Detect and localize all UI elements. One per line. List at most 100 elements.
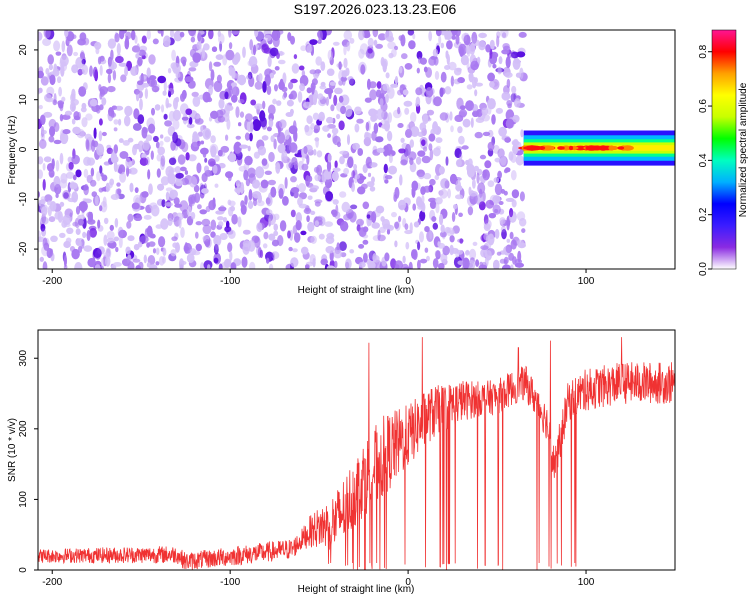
noise-blob	[208, 30, 214, 40]
noise-blob	[510, 170, 517, 181]
noise-blob	[387, 86, 395, 99]
noise-blob	[228, 42, 233, 50]
noise-blob	[387, 150, 396, 157]
noise-blob	[478, 264, 487, 269]
noise-blob	[186, 123, 195, 129]
noise-blob	[129, 160, 133, 168]
noise-blob	[78, 86, 87, 97]
noise-blob	[61, 96, 66, 102]
noise-blob	[472, 178, 476, 189]
noise-blob	[153, 135, 159, 143]
noise-blob	[362, 201, 370, 210]
noise-blob	[53, 139, 62, 145]
noise-blob	[236, 183, 241, 196]
noise-blob	[376, 147, 385, 153]
noise-blob	[214, 155, 220, 162]
noise-blob	[309, 69, 317, 75]
noise-blob	[118, 229, 127, 239]
colorbar-ticks: 0.0 0.2 0.4 0.6 0.8	[698, 44, 712, 276]
noise-blob	[493, 259, 500, 269]
noise-blob	[148, 183, 153, 195]
y-tick-label: 0	[18, 146, 29, 152]
y-tick-label: -10	[18, 192, 29, 207]
noise-blob	[161, 199, 166, 208]
noise-blob	[394, 260, 403, 269]
snr-series-line	[38, 337, 675, 570]
noise-blob	[168, 169, 174, 174]
noise-blob	[199, 209, 207, 215]
noise-blob	[156, 153, 162, 162]
noise-blob	[295, 220, 302, 231]
spectrogram-plot-area	[38, 30, 675, 269]
noise-blob	[288, 142, 298, 153]
noise-blob	[269, 263, 274, 269]
noise-blob	[440, 87, 446, 95]
noise-blob	[450, 75, 455, 87]
snr-frame	[37, 329, 676, 571]
noise-blob	[440, 71, 447, 83]
noise-blob	[118, 167, 123, 174]
noise-blob	[210, 231, 216, 238]
noise-blob	[315, 137, 319, 148]
noise-blob	[174, 166, 181, 174]
noise-blob	[85, 139, 90, 152]
noise-blob	[93, 247, 102, 259]
noise-blob	[57, 76, 62, 84]
noise-blob	[77, 246, 83, 253]
x-tick-label: 0	[405, 577, 411, 588]
noise-blob	[231, 30, 240, 35]
noise-blob	[259, 249, 264, 259]
noise-blob	[321, 173, 327, 183]
noise-blob	[326, 68, 335, 76]
noise-blob	[267, 55, 272, 68]
noise-blob	[145, 134, 153, 142]
noise-blob	[334, 160, 338, 169]
noise-blob	[159, 140, 164, 146]
noise-blob	[405, 143, 411, 156]
noise-blob	[241, 256, 248, 268]
noise-blob	[210, 219, 217, 231]
noise-blob	[106, 147, 113, 154]
noise-blob	[340, 76, 348, 82]
noise-blob	[419, 258, 428, 264]
noise-blob	[74, 115, 80, 121]
page-title: S197.2026.023.13.23.E06	[293, 1, 457, 17]
noise-blob	[290, 187, 300, 194]
noise-blob	[249, 39, 254, 51]
noise-blob	[367, 172, 372, 178]
snr-panel: -200 -100 0 100 0 100 200 300 Height of straig…	[7, 329, 676, 595]
noise-blob	[242, 229, 251, 235]
noise-blob	[394, 187, 400, 199]
noise-blob	[384, 252, 390, 262]
noise-blob	[99, 118, 103, 126]
noise-blob	[163, 136, 171, 143]
noise-blob	[413, 221, 420, 228]
noise-blob	[440, 253, 448, 263]
noise-blob	[79, 241, 83, 247]
noise-blob	[202, 91, 211, 103]
noise-blob	[277, 143, 286, 154]
noise-blob	[129, 167, 138, 175]
noise-blob	[521, 228, 526, 234]
noise-blob	[487, 98, 496, 110]
noise-blob	[463, 34, 471, 46]
noise-blob	[120, 74, 127, 83]
noise-blob	[72, 221, 79, 227]
noise-blob	[48, 216, 56, 223]
noise-blob	[49, 248, 54, 257]
noise-blob	[360, 64, 366, 75]
noise-blob	[434, 125, 442, 135]
noise-blob	[292, 225, 298, 235]
noise-blob	[358, 30, 365, 41]
noise-blob	[38, 70, 44, 79]
noise-blob	[306, 87, 312, 94]
noise-blob	[383, 163, 388, 174]
noise-blob	[47, 54, 54, 65]
noise-blob	[440, 224, 445, 233]
noise-blob	[49, 126, 56, 137]
colorbar-scale	[712, 30, 736, 269]
noise-blob	[470, 60, 479, 71]
noise-blob	[204, 157, 208, 163]
noise-blob	[62, 129, 71, 135]
